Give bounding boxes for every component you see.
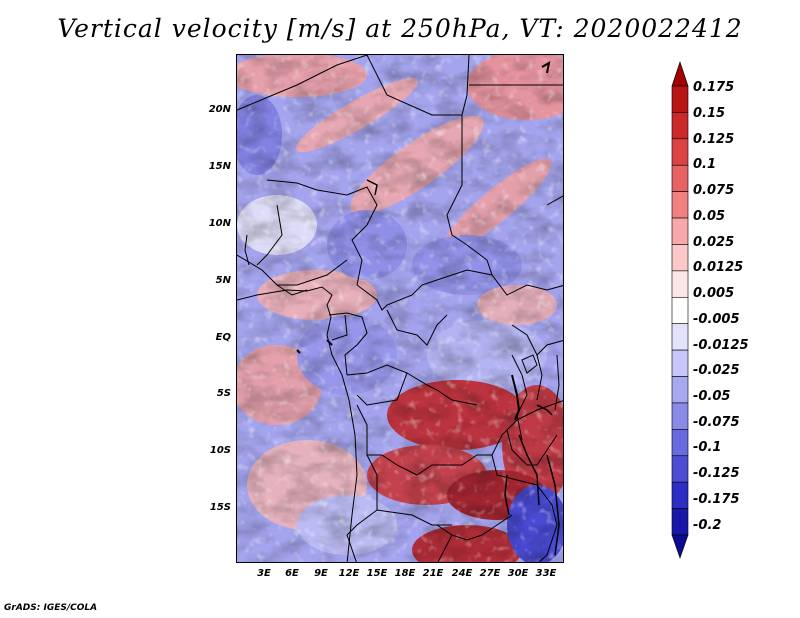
- colorbar-label: 0.0125: [693, 260, 744, 275]
- colorbar-bin: [671, 191, 689, 219]
- colorbar: [671, 61, 689, 559]
- map-panel: [236, 54, 564, 563]
- lon-label: 12E: [338, 568, 360, 579]
- colorbar-label: 0.005: [693, 286, 735, 301]
- lat-label: 5N: [215, 275, 231, 286]
- country-borders: [237, 55, 563, 562]
- colorbar-bin: [671, 508, 689, 536]
- lon-label: 3E: [257, 568, 271, 579]
- colorbar-bin: [671, 296, 689, 325]
- colorbar-bin: [671, 217, 689, 245]
- lat-label: 5S: [216, 388, 231, 399]
- lon-label: 15E: [366, 568, 388, 579]
- colorbar-label: -0.1: [693, 440, 722, 455]
- colorbar-label: 0.15: [693, 106, 726, 121]
- colorbar-bin: [671, 349, 689, 377]
- lon-label: 30E: [507, 568, 529, 579]
- colorbar-bin: [671, 481, 689, 509]
- colorbar-label: -0.125: [693, 466, 740, 481]
- colorbar-bin: [671, 85, 689, 113]
- colorbar-bin: [671, 534, 689, 559]
- colorbar-bin: [671, 323, 689, 351]
- colorbar-bin: [671, 112, 689, 140]
- lon-label: 24E: [451, 568, 473, 579]
- lat-label: 10S: [209, 445, 231, 456]
- colorbar-bin: [671, 138, 689, 166]
- colorbar-label: -0.005: [693, 312, 740, 327]
- colorbar-label: 0.175: [693, 80, 735, 95]
- colorbar-bin: [671, 402, 689, 430]
- chart-title: Vertical velocity [m/s] at 250hPa, VT: 2…: [57, 14, 743, 43]
- colorbar-label: 0.025: [693, 235, 735, 250]
- colorbar-bin: [671, 429, 689, 457]
- lat-label: EQ: [215, 332, 231, 343]
- lat-label: 20N: [208, 104, 231, 115]
- colorbar-label: -0.0125: [693, 338, 749, 353]
- lat-label: 10N: [208, 218, 231, 229]
- colorbar-bin: [671, 376, 689, 404]
- colorbar-label: -0.2: [693, 518, 722, 533]
- colorbar-label: -0.175: [693, 492, 740, 507]
- credit-text: GrADS: IGES/COLA: [4, 603, 98, 613]
- colorbar-bin: [671, 455, 689, 483]
- colorbar-label: 0.125: [693, 132, 735, 147]
- velocity-field: [237, 55, 563, 562]
- colorbar-label: -0.075: [693, 415, 740, 430]
- lon-label: 33E: [535, 568, 557, 579]
- colorbar-bin: [671, 270, 689, 298]
- colorbar-label: 0.075: [693, 183, 735, 198]
- colorbar-bin: [671, 61, 689, 87]
- colorbar-bin: [671, 244, 689, 272]
- colorbar-label: 0.1: [693, 157, 717, 172]
- lon-label: 27E: [479, 568, 501, 579]
- colorbar-bin: [671, 164, 689, 192]
- lon-label: 18E: [394, 568, 416, 579]
- colorbar-label: -0.05: [693, 389, 731, 404]
- lon-label: 6E: [285, 568, 299, 579]
- lon-label: 21E: [422, 568, 444, 579]
- lat-label: 15N: [208, 161, 231, 172]
- colorbar-label: -0.025: [693, 363, 740, 378]
- colorbar-label: 0.05: [693, 209, 726, 224]
- lon-label: 9E: [314, 568, 328, 579]
- coastlines: [237, 61, 560, 562]
- lat-label: 15S: [209, 502, 231, 513]
